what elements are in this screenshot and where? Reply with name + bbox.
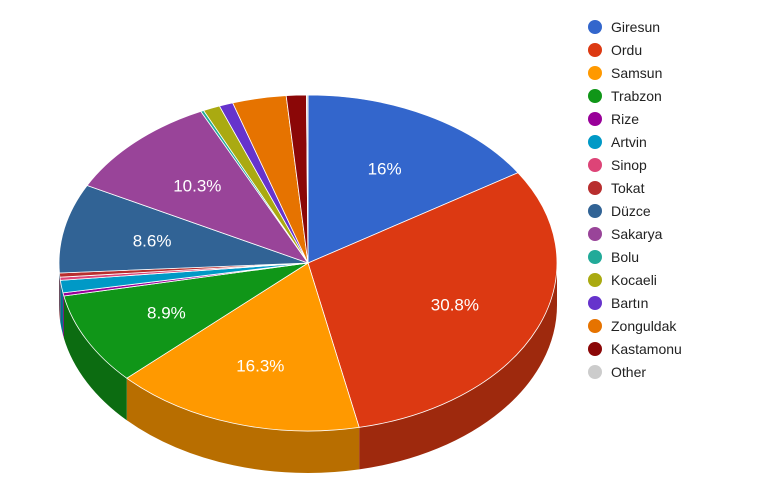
- legend-item-du-zce[interactable]: Düzce: [588, 199, 682, 222]
- legend-label: Bartın: [611, 294, 649, 311]
- legend-label: Sinop: [611, 156, 647, 173]
- pie-slice-samsun[interactable]: [126, 262, 360, 432]
- slice-label-samsun: 16.3%: [236, 357, 284, 376]
- pie-side-trabzon: [63, 295, 127, 421]
- legend-label: Giresun: [611, 18, 661, 35]
- legend-swatch: [588, 157, 602, 172]
- legend-label: Samsun: [611, 64, 663, 81]
- slice-label-giresun: 16%: [368, 160, 402, 179]
- legend-item-samsun[interactable]: Samsun: [588, 61, 682, 84]
- legend-swatch: [588, 249, 602, 264]
- legend-swatch: [588, 226, 602, 241]
- legend-label: Kastamonu: [611, 340, 682, 357]
- legend-item-bart-n[interactable]: Bartın: [588, 291, 682, 314]
- legend-label: Other: [611, 363, 647, 380]
- legend-item-rize[interactable]: Rize: [588, 107, 682, 130]
- legend-swatch: [588, 19, 602, 34]
- pie-top: [58, 94, 558, 432]
- slice-label-sakarya: 10.3%: [173, 177, 221, 196]
- pie-slice-trabzon[interactable]: [63, 262, 309, 379]
- legend-swatch: [588, 364, 602, 379]
- legend-label: Ordu: [611, 41, 643, 58]
- pie-side-rize: [62, 292, 64, 338]
- legend-swatch: [588, 180, 602, 195]
- legend-swatch: [588, 134, 602, 149]
- pie-slice-ordu[interactable]: [307, 172, 558, 428]
- legend-item-trabzon[interactable]: Trabzon: [588, 84, 682, 107]
- legend-item-sakarya[interactable]: Sakarya: [588, 222, 682, 245]
- slice-label-du-zce: 8.6%: [133, 232, 172, 251]
- legend-item-giresun[interactable]: Giresun: [588, 15, 682, 38]
- legend-swatch: [588, 318, 602, 333]
- legend-label: Rize: [611, 110, 640, 127]
- legend: Giresun Ordu Samsun Trabzon Rize Artvin Sinop T…: [588, 15, 682, 383]
- pie-side-samsun: [126, 378, 360, 473]
- legend-item-ordu[interactable]: Ordu: [588, 38, 682, 61]
- legend-swatch: [588, 341, 602, 356]
- pie-sides: [59, 263, 557, 473]
- legend-label: Trabzon: [611, 87, 662, 104]
- legend-item-zonguldak[interactable]: Zonguldak: [588, 314, 682, 337]
- slice-label-ordu: 30.8%: [431, 296, 479, 315]
- legend-swatch: [588, 203, 602, 218]
- pie-labels: 16% 30.8% 16.3% 8.9% 8.6% 10.3%: [133, 160, 479, 376]
- legend-swatch: [588, 272, 602, 287]
- legend-swatch: [588, 295, 602, 310]
- legend-item-other[interactable]: Other: [588, 360, 682, 383]
- legend-swatch: [588, 42, 602, 57]
- legend-item-kastamonu[interactable]: Kastamonu: [588, 337, 682, 360]
- pie-slice-other[interactable]: [306, 94, 309, 264]
- legend-swatch: [588, 65, 602, 80]
- legend-label: Bolu: [611, 248, 640, 265]
- pie-slice-giresun[interactable]: [307, 94, 519, 264]
- legend-item-tokat[interactable]: Tokat: [588, 176, 682, 199]
- legend-item-bolu[interactable]: Bolu: [588, 245, 682, 268]
- legend-item-kocaeli[interactable]: Kocaeli: [588, 268, 682, 291]
- pie-slice-du-zce[interactable]: [58, 184, 309, 274]
- pie-side-ordu: [359, 263, 557, 470]
- legend-label: Tokat: [611, 179, 645, 196]
- pie-side-artvin: [60, 280, 63, 335]
- pie-slice-sakarya[interactable]: [86, 110, 310, 264]
- legend-label: Zonguldak: [611, 317, 677, 334]
- legend-label: Sakarya: [611, 225, 663, 242]
- legend-label: Düzce: [611, 202, 651, 219]
- legend-label: Kocaeli: [611, 271, 657, 288]
- legend-item-sinop[interactable]: Sinop: [588, 153, 682, 176]
- legend-label: Artvin: [611, 133, 647, 150]
- legend-swatch: [588, 88, 602, 103]
- legend-item-artvin[interactable]: Artvin: [588, 130, 682, 153]
- legend-swatch: [588, 111, 602, 126]
- slice-label-trabzon: 8.9%: [147, 303, 186, 322]
